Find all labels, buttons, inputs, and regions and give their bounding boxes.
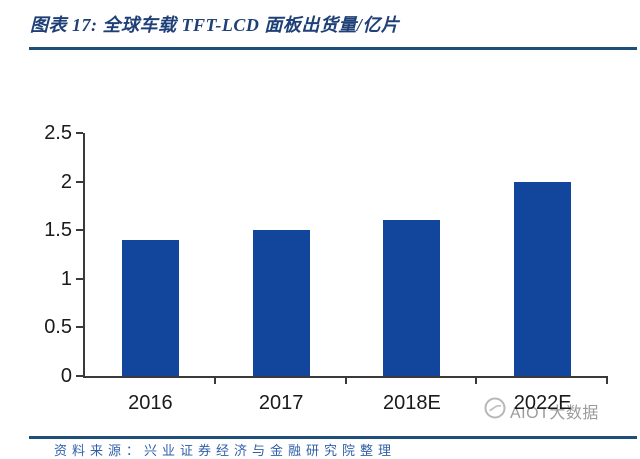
y-axis-tick: [76, 180, 83, 183]
y-axis-tick: [76, 375, 83, 377]
y-axis-tick: [76, 132, 83, 134]
bar-2022E: [514, 181, 572, 376]
footer-divider: [29, 436, 637, 439]
x-tick-label: 2017: [258, 392, 304, 414]
bar-chart: 2016 2017 2018E 2022E 0 0.5 1 1.5 2 2.5: [44, 122, 608, 414]
y-tick-label: 2: [60, 170, 72, 193]
watermark-text: AIOT大数据: [510, 404, 599, 422]
y-axis-tick: [76, 229, 83, 232]
aiot-logo-icon: [483, 396, 507, 425]
y-axis-tick: [76, 277, 83, 280]
y-tick-label: 1.5: [44, 219, 72, 242]
x-tick-label: 2022E: [513, 392, 572, 414]
y-tick-label: 0: [60, 365, 72, 387]
x-tick-label: 2016: [128, 392, 173, 414]
chart-caption: 图表 17: 全球车载 TFT-LCD 面板出货量/亿片: [30, 15, 400, 35]
x-axis-tick: [606, 378, 608, 384]
plot-area: 2016 2017 2018E 2022E: [76, 132, 608, 414]
source-note: 资料来源：兴业证券经济与金融研究院整理: [54, 443, 397, 458]
y-tick-label: 2.5: [44, 122, 72, 144]
bar-2018E: [383, 220, 441, 376]
x-axis-tick: [475, 378, 478, 384]
watermark: AIOT大数据: [483, 396, 599, 425]
caption-divider: [29, 47, 637, 50]
x-axis-tick: [344, 378, 347, 384]
x-tick-label: 2018E: [382, 392, 441, 414]
x-axis-tick: [213, 378, 216, 384]
bar-2017: [252, 230, 310, 376]
y-tick-label: 0.5: [44, 316, 72, 339]
y-axis-tick: [76, 326, 83, 329]
y-tick-label: 1: [60, 267, 72, 290]
bar-2016: [121, 239, 179, 376]
